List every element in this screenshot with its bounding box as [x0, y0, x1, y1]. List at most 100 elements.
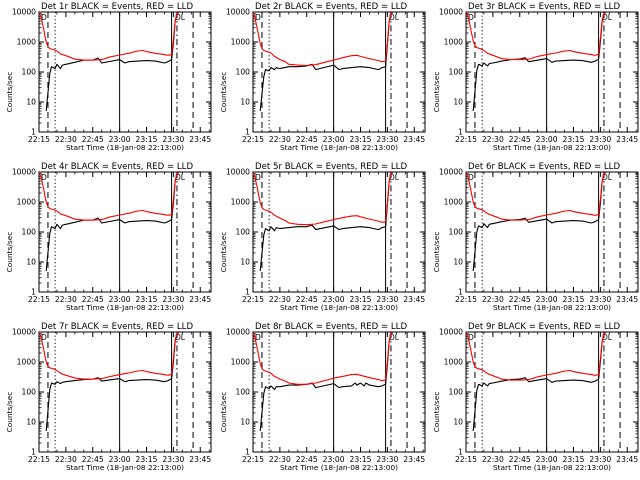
y-axis-label: Counts/sec — [219, 232, 228, 273]
x-tick-label: 22:45 — [509, 295, 531, 304]
x-tick-label: 23:30 — [589, 295, 611, 304]
x-tick-label: 23:30 — [376, 455, 398, 464]
y-tick-label: 10 — [453, 258, 463, 267]
y-tick-label: 1000 — [231, 38, 250, 47]
corner-label-left: D — [41, 333, 47, 342]
plot-frame — [38, 171, 212, 293]
lld-series-line — [465, 12, 606, 61]
chart-title: Det 6r BLACK = Events, RED = LLD — [468, 162, 620, 172]
x-tick-label: 22:45 — [82, 295, 104, 304]
x-tick-label: 22:30 — [269, 135, 291, 144]
corner-label-left: D — [41, 13, 47, 22]
y-tick-label: 100 — [449, 388, 464, 397]
lld-series-line — [38, 12, 179, 61]
lld-series-line — [252, 332, 393, 385]
y-tick-label: 10 — [240, 98, 250, 107]
corner-label-left: D — [255, 173, 261, 182]
y-tick-label: 1000 — [17, 38, 36, 47]
x-tick-label: 23:15 — [563, 455, 585, 464]
x-tick-label: 23:45 — [616, 135, 638, 144]
y-tick-label: 10000 — [439, 168, 463, 177]
lld-series-line — [38, 332, 179, 380]
x-tick-label: 23:00 — [536, 455, 558, 464]
y-tick-label: 1 — [458, 288, 463, 297]
x-tick-label: 22:30 — [482, 455, 504, 464]
corner-label-right: DL — [175, 333, 186, 342]
y-tick-label: 1 — [31, 448, 36, 457]
x-tick-label: 23:45 — [189, 135, 211, 144]
lld-series-line — [252, 172, 393, 226]
corner-label-left: D — [255, 13, 261, 22]
events-series-line — [45, 12, 179, 112]
y-tick-label: 1 — [458, 128, 463, 137]
x-axis-label: Start Time (18-Jan-08 22:13:00) — [280, 303, 398, 312]
y-tick-label: 10 — [453, 418, 463, 427]
y-tick-label: 100 — [22, 228, 37, 237]
chart-panel: Det 7r BLACK = Events, RED = LLD 1 10 100 10… — [5, 322, 212, 472]
events-series-line — [45, 172, 179, 272]
chart-panel: Det 8r BLACK = Events, RED = LLD 1 10 100 10… — [219, 322, 426, 472]
x-tick-label: 22:30 — [482, 295, 504, 304]
lld-series-line — [465, 332, 606, 381]
y-tick-label: 1000 — [444, 358, 463, 367]
x-tick-label: 22:45 — [82, 135, 104, 144]
plot-frame — [252, 11, 426, 133]
x-tick-label: 23:30 — [162, 455, 184, 464]
y-tick-label: 1 — [458, 448, 463, 457]
x-tick-label: 23:15 — [563, 135, 585, 144]
corner-label-left: D — [468, 173, 474, 182]
corner-label-right: DL — [175, 173, 186, 182]
y-tick-label: 1000 — [444, 198, 463, 207]
x-tick-label: 23:45 — [189, 455, 211, 464]
x-tick-label: 23:30 — [589, 135, 611, 144]
x-tick-label: 22:15 — [455, 455, 477, 464]
corner-label-left: D — [41, 173, 47, 182]
plot-frame — [465, 11, 639, 133]
y-tick-label: 10 — [240, 418, 250, 427]
x-tick-label: 23:45 — [403, 455, 425, 464]
x-tick-label: 23:15 — [350, 135, 372, 144]
y-tick-label: 1 — [245, 448, 250, 457]
y-axis-label: Counts/sec — [5, 392, 14, 433]
x-axis-label: Start Time (18-Jan-08 22:13:00) — [280, 463, 398, 472]
x-tick-label: 22:15 — [242, 455, 264, 464]
x-tick-label: 22:15 — [28, 135, 50, 144]
corner-label-left: D — [468, 13, 474, 22]
x-axis-label: Start Time (18-Jan-08 22:13:00) — [493, 303, 611, 312]
chart-panel: Det 2r BLACK = Events, RED = LLD 1 10 100 10… — [219, 2, 426, 152]
chart-title: Det 1r BLACK = Events, RED = LLD — [41, 2, 193, 12]
chart-panel: Det 4r BLACK = Events, RED = LLD 1 10 100 10… — [5, 162, 212, 312]
x-tick-label: 23:15 — [136, 135, 158, 144]
x-tick-label: 23:30 — [376, 295, 398, 304]
x-tick-label: 22:15 — [28, 455, 50, 464]
plot-frame — [252, 171, 426, 293]
events-series-line — [259, 332, 393, 432]
x-tick-label: 23:00 — [323, 135, 345, 144]
x-tick-label: 23:45 — [189, 295, 211, 304]
y-tick-label: 10 — [240, 258, 250, 267]
x-tick-label: 23:00 — [536, 295, 558, 304]
y-tick-label: 10 — [26, 258, 36, 267]
chart-panel: Det 3r BLACK = Events, RED = LLD 1 10 100 10… — [432, 2, 639, 152]
chart-title: Det 8r BLACK = Events, RED = LLD — [255, 322, 407, 332]
events-series-line — [45, 332, 179, 432]
events-series-line — [472, 12, 606, 112]
x-tick-label: 23:00 — [109, 295, 131, 304]
x-tick-label: 22:30 — [55, 135, 77, 144]
y-tick-label: 10000 — [439, 8, 463, 17]
lld-series-line — [38, 172, 179, 221]
x-tick-label: 22:30 — [55, 295, 77, 304]
y-tick-label: 100 — [236, 388, 251, 397]
x-tick-label: 23:45 — [403, 295, 425, 304]
y-tick-label: 1000 — [17, 198, 36, 207]
x-tick-label: 23:45 — [403, 135, 425, 144]
x-axis-label: Start Time (18-Jan-08 22:13:00) — [493, 463, 611, 472]
plot-frame — [252, 331, 426, 453]
y-tick-label: 10 — [26, 418, 36, 427]
chart-title: Det 7r BLACK = Events, RED = LLD — [41, 322, 193, 332]
y-tick-label: 10000 — [226, 168, 250, 177]
y-axis-label: Counts/sec — [5, 232, 14, 273]
x-tick-label: 22:15 — [455, 135, 477, 144]
events-series-line — [259, 172, 393, 272]
